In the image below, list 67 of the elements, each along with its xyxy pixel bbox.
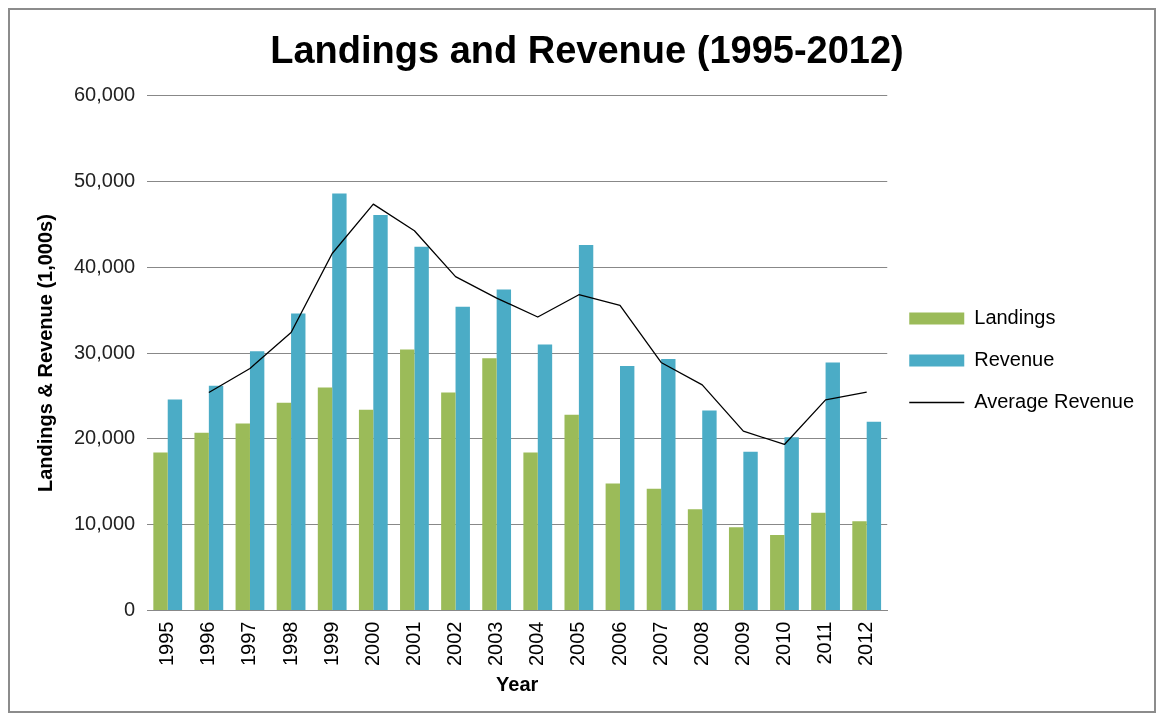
y-tick-label: 10,000 [74, 512, 136, 535]
x-tick-label: 1998 [278, 621, 301, 667]
legend-label: Landings [974, 306, 1056, 329]
bar [194, 432, 209, 611]
bar [373, 214, 388, 611]
x-tick-label: 2010 [771, 621, 794, 667]
bar [332, 193, 347, 611]
bar [235, 423, 250, 611]
bar [153, 452, 168, 611]
bar [866, 421, 882, 611]
bar [770, 534, 785, 611]
bar [414, 246, 429, 611]
x-tick-label: 2008 [689, 621, 712, 667]
bar [605, 483, 620, 611]
x-tick-label: 2004 [525, 621, 548, 667]
bar [687, 509, 703, 611]
legend-label: Revenue [974, 348, 1055, 371]
bar [743, 451, 758, 611]
x-axis-title: Year [496, 672, 539, 695]
bar [825, 362, 840, 611]
x-tick-label: 1999 [319, 621, 342, 667]
x-tick-label: 1996 [196, 621, 219, 667]
y-tick-label: 50,000 [74, 168, 136, 191]
bar [661, 359, 676, 611]
bar [784, 437, 799, 611]
x-tick-label: 1995 [155, 621, 178, 667]
bar [276, 402, 292, 611]
bar [167, 399, 183, 611]
bar [496, 289, 512, 611]
x-tick-label: 2012 [854, 621, 877, 667]
bar [441, 392, 456, 611]
x-tick-label: 2002 [443, 621, 466, 667]
bar [578, 244, 594, 611]
x-tick-label: 2006 [607, 621, 630, 667]
bar [455, 306, 470, 611]
x-tick-label: 2001 [401, 621, 424, 667]
bar [728, 527, 744, 611]
x-tick-label: 1997 [237, 621, 260, 667]
x-tick-label: 2000 [360, 621, 383, 667]
bar [620, 365, 635, 611]
y-tick-label: 0 [124, 598, 136, 621]
x-tick-label: 2007 [648, 621, 671, 667]
legend-label: Average Revenue [974, 390, 1134, 413]
bar [249, 351, 265, 611]
bar [358, 409, 374, 611]
bar [564, 414, 579, 611]
bar [537, 344, 553, 611]
x-tick-label: 2003 [484, 621, 507, 667]
bar [400, 349, 415, 611]
y-axis-title: Landings & Revenue (1,000s) [33, 214, 56, 492]
bar [291, 313, 306, 611]
bar [646, 488, 662, 611]
chart-title: Landings and Revenue (1995-2012) [270, 29, 904, 72]
y-tick-label: 20,000 [74, 426, 136, 449]
y-tick-label: 60,000 [74, 83, 136, 106]
y-tick-label: 40,000 [74, 254, 136, 277]
x-tick-label: 2005 [566, 621, 589, 667]
bar [523, 452, 538, 611]
bar [702, 410, 717, 611]
bar [317, 387, 333, 611]
bar [208, 385, 224, 611]
bar [482, 358, 497, 611]
bar [811, 512, 826, 611]
x-tick-label: 2011 [813, 621, 836, 665]
x-tick-label: 2009 [730, 621, 753, 667]
y-tick-label: 30,000 [74, 340, 136, 363]
bar [852, 521, 867, 611]
